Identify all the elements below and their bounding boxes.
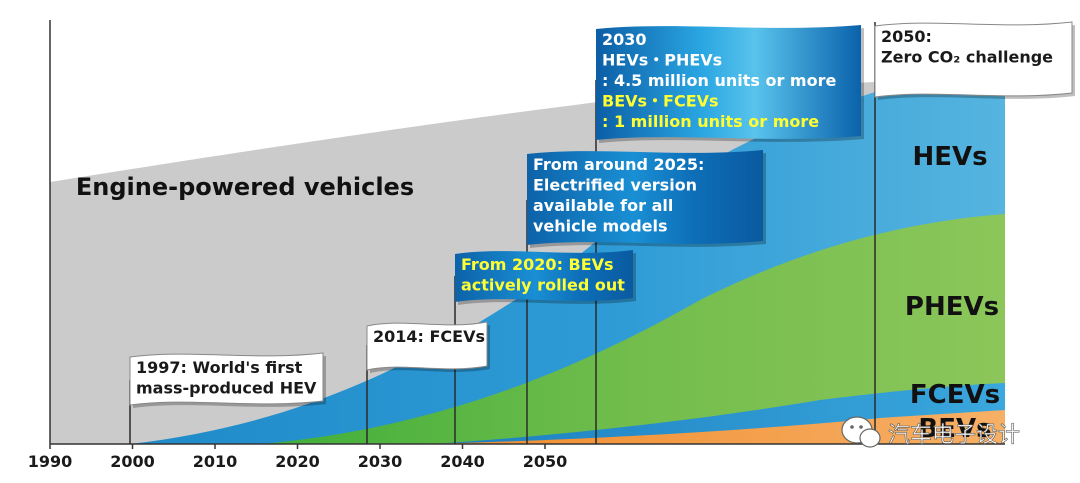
milestone-text-1997-1: mass-produced HEV [136,379,317,398]
milestone-text-1997-0: 1997: World's first [136,358,303,377]
x-tick-label-2040: 2040 [440,452,485,471]
area-phevs [260,214,1005,444]
milestone-box-1997: 1997: World's first mass-produced HEV [129,352,326,408]
x-tick-label-2020: 2020 [275,452,320,471]
series-label-engine-powered-vehicles: Engine-powered vehicles [76,173,414,201]
milestone-text-2030-4: : 1 million units or more [602,112,819,131]
series-labels: Engine-powered vehicles HEVs PHEVs FCEVs BEV… [76,142,1000,444]
milestone-box-shape [455,250,633,302]
milestone-text-2050-0: 2050: [881,27,932,46]
milestone-text-2030-1: HEVs・PHEVs [602,51,722,70]
series-label-phevs: PHEVs [905,292,999,322]
milestone-text-2030-0: 2030 [602,30,647,49]
milestone-text-2030-2: : 4.5 million units or more [602,71,836,90]
series-label-hevs: HEVs [912,142,987,172]
series-label-bevs: BEVs [918,414,991,444]
milestone-box-2020: From 2020: BEVs actively rolled out [455,250,636,305]
milestone-box-shape [527,150,763,245]
x-tick-label-2000: 2000 [110,452,155,471]
milestone-box-2025: From around 2025: Electrified versionavai… [527,150,766,248]
milestone-text-2025-1: Electrified version [533,176,697,195]
milestone-text-2025-2: available for all [533,196,673,215]
x-tick-label-2030: 2030 [358,452,403,471]
milestone-box-shape [129,352,324,406]
wechat-icon [841,416,881,448]
milestone-text-2014-0: 2014: FCEVs [373,327,485,346]
milestone-box-shape [366,321,488,371]
watermark-text: 汽车电子设计 [888,423,1020,448]
milestone-annotations: 1997: World's first mass-produced HEV 2014… [129,21,1075,408]
x-axis: 1990 2000 2010 2020 2030 2040 2050 [28,20,1005,471]
x-tick-label-2010: 2010 [193,452,238,471]
milestone-box-2030: 2030 HEVs・PHEVs : 4.5 million units or mo… [596,25,864,143]
milestone-text-2050-1: Zero CO₂ challenge [881,48,1053,67]
milestone-text-2025-3: vehicle models [533,217,668,236]
watermark: 汽车电子设计 [841,416,1020,448]
x-tick-label-1990: 1990 [28,452,73,471]
milestone-box-2014: 2014: FCEVs [366,321,490,373]
milestone-box-shape [874,21,1073,98]
x-tick-label-2050: 2050 [523,452,568,471]
milestone-text-2020-1: actively rolled out [461,276,625,295]
milestone-text-2030-3: BEVs・FCEVs [602,92,719,111]
milestone-text-2020-0: From 2020: BEVs [461,255,614,274]
milestone-box-shape [596,25,861,140]
series-label-fcevs: FCEVs [910,380,1000,410]
milestone-text-2025-0: From around 2025: [533,155,704,174]
milestone-box-2050: 2050: Zero CO₂ challenge [874,21,1075,100]
